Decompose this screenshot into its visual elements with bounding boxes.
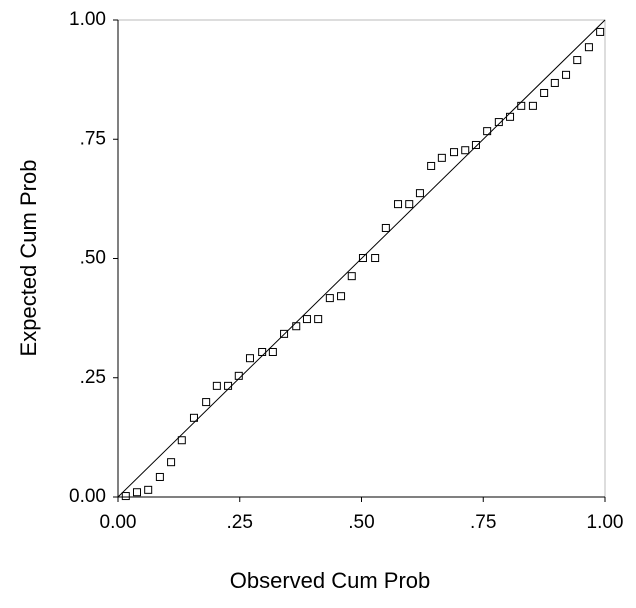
point bbox=[437, 153, 446, 162]
point bbox=[280, 329, 289, 338]
point bbox=[450, 148, 459, 157]
point bbox=[337, 292, 346, 301]
point bbox=[573, 56, 582, 65]
point bbox=[371, 254, 380, 263]
point bbox=[540, 88, 549, 97]
point bbox=[325, 294, 334, 303]
point bbox=[302, 315, 311, 324]
y-tick-label: .25 bbox=[80, 367, 106, 388]
point bbox=[461, 146, 470, 155]
point bbox=[358, 254, 367, 263]
point bbox=[394, 200, 403, 209]
point bbox=[292, 322, 301, 331]
point bbox=[177, 436, 186, 445]
y-tick-label: .75 bbox=[80, 128, 106, 149]
point bbox=[528, 101, 537, 110]
y-tick-label: 1.00 bbox=[69, 9, 106, 30]
y-tick-label: 0.00 bbox=[69, 486, 106, 507]
point bbox=[202, 398, 211, 407]
x-axis-label: Observed Cum Prob bbox=[230, 568, 431, 593]
point bbox=[155, 472, 164, 481]
x-tick-label: 1.00 bbox=[587, 512, 624, 533]
reference-line bbox=[117, 19, 606, 498]
point bbox=[517, 101, 526, 110]
point bbox=[483, 127, 492, 136]
point bbox=[415, 189, 424, 198]
y-axis-label: Expected Cum Prob bbox=[16, 160, 41, 357]
point bbox=[212, 381, 221, 390]
point bbox=[494, 118, 503, 127]
point bbox=[132, 488, 141, 497]
y-tick-label: .50 bbox=[80, 248, 106, 269]
point bbox=[506, 112, 515, 121]
point bbox=[224, 381, 233, 390]
point bbox=[258, 347, 267, 356]
point bbox=[596, 27, 605, 36]
point bbox=[167, 458, 176, 467]
point bbox=[268, 347, 277, 356]
point bbox=[189, 413, 198, 422]
point bbox=[562, 70, 571, 79]
point bbox=[550, 78, 559, 87]
point bbox=[234, 371, 243, 380]
x-tick-label: .25 bbox=[227, 512, 253, 533]
point bbox=[121, 492, 130, 501]
point bbox=[405, 200, 414, 209]
point bbox=[584, 43, 593, 52]
point bbox=[347, 272, 356, 281]
x-tick-label: 0.00 bbox=[100, 512, 137, 533]
x-tick-label: .50 bbox=[348, 512, 374, 533]
point bbox=[245, 354, 254, 363]
point bbox=[381, 223, 390, 232]
point bbox=[471, 140, 480, 149]
x-tick-label: .75 bbox=[470, 512, 496, 533]
point bbox=[144, 485, 153, 494]
point bbox=[314, 315, 323, 324]
point bbox=[427, 161, 436, 170]
